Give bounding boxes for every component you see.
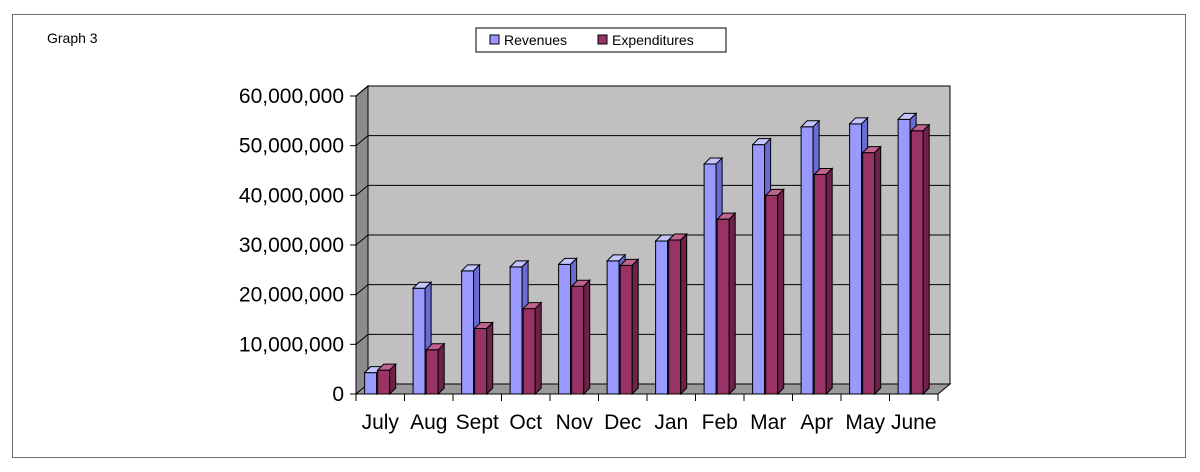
legend: Revenues Expenditures (475, 27, 727, 53)
gridline-side (355, 184, 369, 196)
bar-side (534, 301, 542, 396)
bar-front (655, 240, 669, 395)
bars (363, 112, 931, 396)
bar-side (486, 321, 494, 396)
bar-front (703, 163, 717, 395)
x-tick-label: Feb (702, 411, 738, 434)
bar-front (716, 218, 730, 395)
bar-side (728, 211, 736, 396)
bar-side (825, 167, 833, 396)
y-tick-label: 10,000,000 (239, 333, 344, 356)
bar-front (571, 285, 585, 395)
x-tick-label: Sept (456, 411, 499, 434)
legend-label-revenues: Revenues (504, 32, 567, 48)
gridline-side (355, 85, 369, 97)
bar-front (862, 152, 876, 395)
bar-front (765, 194, 779, 395)
bar-expenditures-june (909, 123, 931, 396)
bar-front (474, 327, 488, 395)
bar-front (522, 308, 536, 395)
y-tick-label: 30,000,000 (239, 234, 344, 257)
bar-expenditures-may (861, 145, 882, 396)
bar-expenditures-feb (715, 211, 737, 396)
gridline-side (355, 234, 369, 246)
legend-swatch-revenues (489, 34, 500, 45)
gridline-side (355, 284, 369, 296)
x-tick-label: Jan (654, 411, 688, 434)
bar-expenditures-oct (521, 301, 543, 396)
bar-side (874, 145, 882, 396)
x-tick-label: June (891, 411, 937, 434)
bar-expenditures-dec (618, 258, 640, 396)
y-axis-ticks: 0 10,000,000 20,000,000 30,000,000 40,000,00… (239, 85, 357, 406)
x-axis-ticks: July Aug Sept Oct Nov Dec Jan Feb Mar Apr May June (355, 393, 939, 434)
legend-label-expenditures: Expenditures (612, 32, 694, 48)
bar-side (922, 123, 930, 396)
x-tick-label: May (845, 411, 885, 434)
x-tick-label: Dec (604, 411, 641, 434)
x-tick-label: Apr (800, 411, 833, 434)
y-tick-label: 0 (332, 383, 344, 406)
bar-front (619, 264, 633, 395)
bar-front (813, 173, 827, 395)
y-tick-label: 40,000,000 (239, 184, 344, 207)
bar-front (425, 349, 439, 395)
bar-side (437, 342, 445, 396)
x-tick-label: Nov (556, 411, 594, 434)
y-tick-label: 60,000,000 (239, 85, 344, 108)
bar-front (800, 126, 814, 395)
bar-front (606, 260, 620, 395)
bar-front (668, 239, 682, 395)
x-tick-label: July (362, 411, 400, 434)
bar-front (364, 372, 378, 395)
bar-expenditures-aug (424, 342, 446, 396)
bar-front (849, 123, 863, 395)
legend-swatch-expenditures (597, 34, 608, 45)
bar-expenditures-apr (812, 167, 834, 396)
bar-front (461, 270, 475, 395)
gridline-side (355, 135, 369, 147)
bar-front (558, 263, 572, 395)
bar-front (412, 287, 426, 395)
bar-expenditures-mar (764, 188, 785, 396)
bar-side (583, 279, 591, 396)
bar-side (389, 362, 397, 396)
bar-front (752, 144, 766, 395)
bar-front (897, 118, 911, 395)
x-tick-label: Aug (410, 411, 447, 434)
page-label: Graph 3 (47, 30, 98, 46)
y-tick-label: 50,000,000 (239, 135, 344, 158)
bar-side (631, 258, 639, 396)
x-tick-label: Mar (750, 411, 786, 434)
bar-expenditures-nov (570, 279, 591, 396)
bar-front (377, 369, 391, 395)
y-tick-label: 20,000,000 (239, 284, 344, 307)
x-tick-label: Oct (509, 411, 542, 434)
bar-expenditures-july (376, 362, 397, 396)
bar-front (910, 130, 924, 395)
bar-front (509, 266, 523, 395)
bar-expenditures-sept (473, 321, 494, 396)
bar-expenditures-jan (667, 232, 688, 396)
bar-side (777, 188, 785, 396)
bar-side (680, 232, 688, 396)
gridline-side (355, 333, 369, 345)
